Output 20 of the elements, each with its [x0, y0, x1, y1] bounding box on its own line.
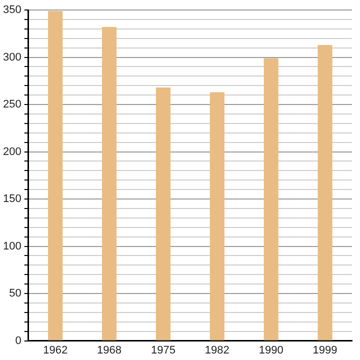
- bar: [210, 92, 224, 340]
- y-tick-label: 350: [2, 4, 22, 16]
- y-tick-label: 100: [2, 240, 22, 252]
- y-tick-label: 0: [15, 334, 22, 347]
- x-tick-label: 1975: [150, 344, 176, 356]
- x-tick-label: 1962: [43, 344, 68, 356]
- x-tick-label: 1968: [97, 344, 122, 356]
- bar: [264, 58, 278, 340]
- y-tick-label: 50: [9, 288, 22, 300]
- y-tick-label: 200: [2, 146, 22, 158]
- x-tick-label: 1999: [312, 344, 338, 356]
- x-tick-label: 1982: [204, 344, 230, 356]
- x-tick-label: 1990: [258, 344, 284, 356]
- y-tick-label: 250: [2, 98, 22, 111]
- bar: [102, 27, 117, 340]
- y-tick-label: 300: [2, 51, 22, 64]
- bar: [156, 88, 170, 340]
- bar: [318, 44, 332, 340]
- bar: [48, 10, 63, 340]
- y-tick-label: 150: [2, 193, 22, 206]
